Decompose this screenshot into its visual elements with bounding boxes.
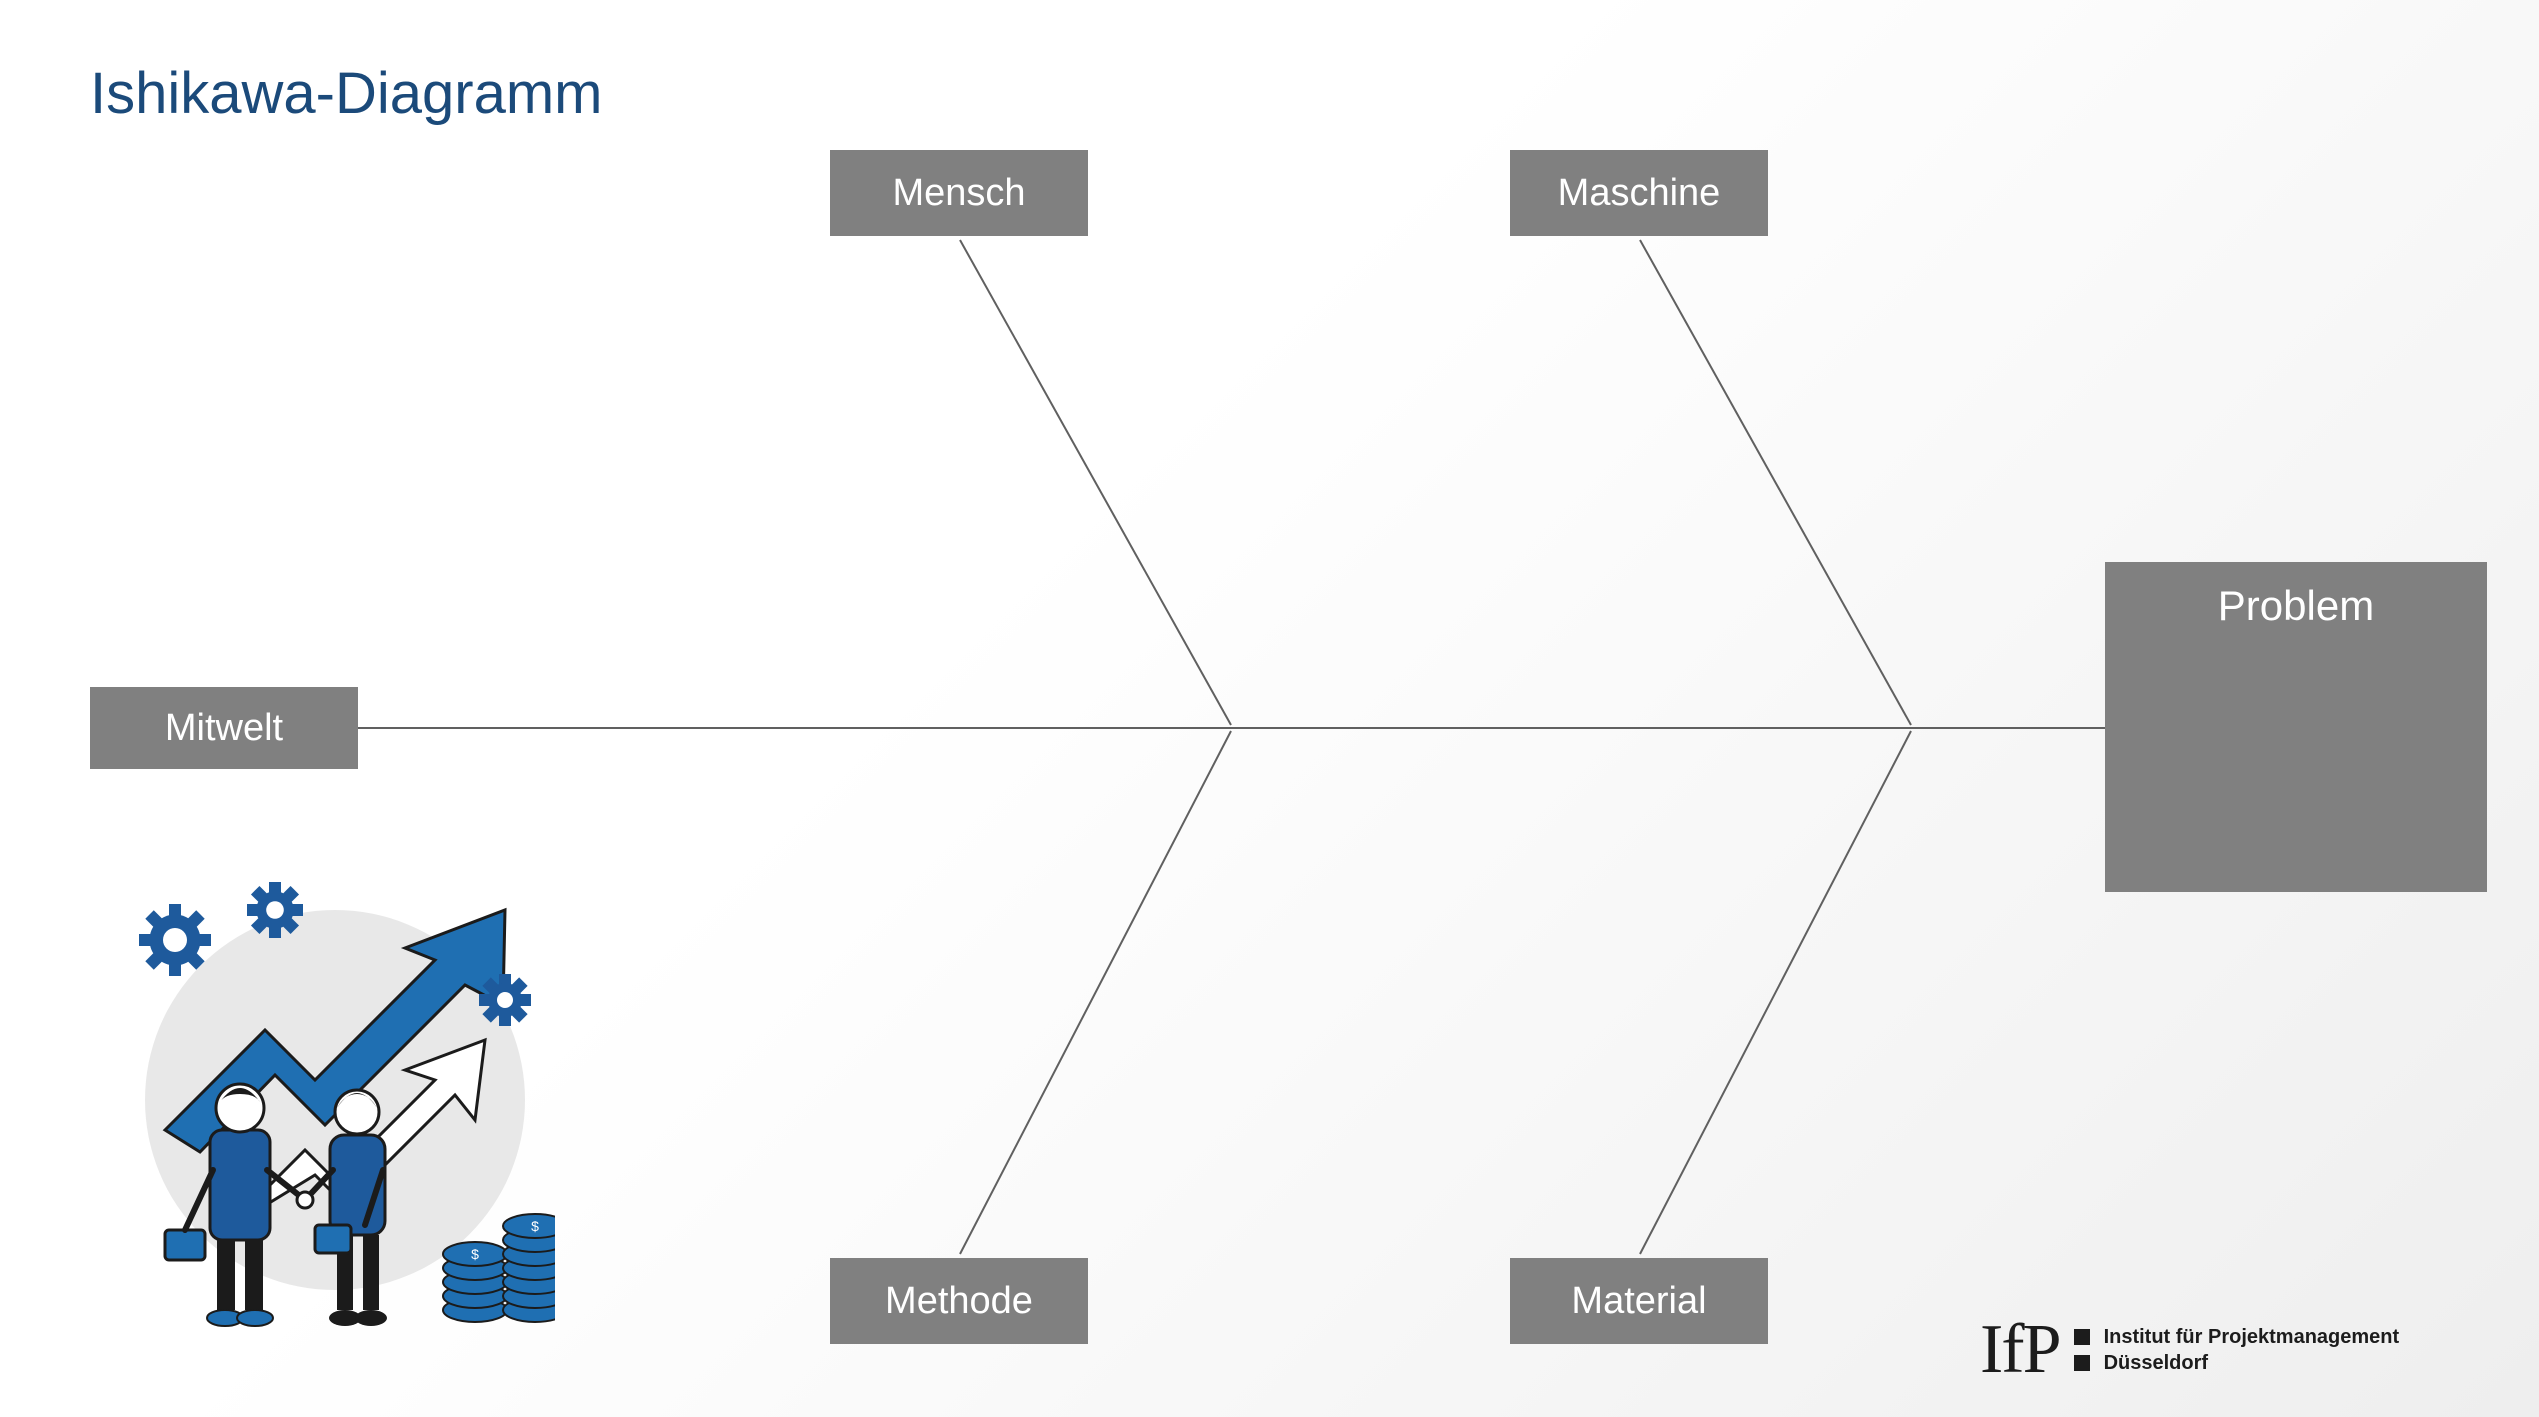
cause-box-maschine: Maschine: [1510, 150, 1768, 236]
cause-label-maschine: Maschine: [1558, 172, 1721, 215]
cause-label-methode: Methode: [885, 1280, 1033, 1323]
problem-box: Problem: [2105, 562, 2487, 892]
cause-box-mensch: Mensch: [830, 150, 1088, 236]
footer-logo: IfP Institut für Projektmanagement Düsse…: [1980, 1310, 2399, 1390]
cause-label-material: Material: [1571, 1280, 1706, 1323]
cause-label-mensch: Mensch: [892, 172, 1025, 215]
logo-mark: IfP: [1980, 1310, 2060, 1390]
cause-box-mitwelt: Mitwelt: [90, 687, 358, 769]
svg-text:$: $: [471, 1246, 479, 1262]
logo-line1: Institut für Projektmanagement: [2104, 1324, 2400, 1350]
problem-label: Problem: [2218, 582, 2374, 630]
cause-box-material: Material: [1510, 1258, 1768, 1344]
logo-dots-icon: [2074, 1329, 2090, 1371]
logo-line2: Düsseldorf: [2104, 1350, 2400, 1376]
cause-label-mitwelt: Mitwelt: [165, 707, 283, 750]
business-illustration: $$: [105, 870, 555, 1330]
svg-text:$: $: [531, 1218, 539, 1234]
cause-box-methode: Methode: [830, 1258, 1088, 1344]
